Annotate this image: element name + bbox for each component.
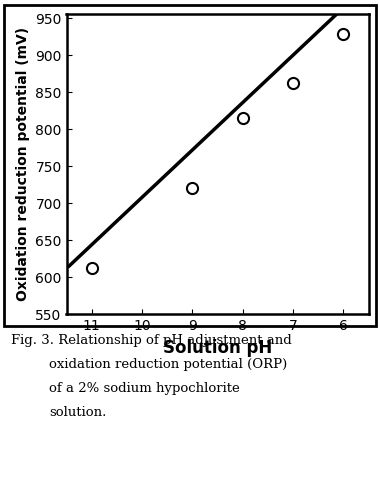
Point [189,185,195,192]
Point [340,31,347,38]
Text: Fig. 3. Relationship of pH adjustment and: Fig. 3. Relationship of pH adjustment an… [11,334,292,347]
Point [89,264,95,272]
Text: of a 2% sodium hypochlorite: of a 2% sodium hypochlorite [49,382,240,395]
Text: oxidation reduction potential (ORP): oxidation reduction potential (ORP) [49,358,288,371]
Point [240,114,246,122]
X-axis label: Solution pH: Solution pH [163,339,272,357]
Text: solution.: solution. [49,406,107,419]
Y-axis label: Oxidation reduction potential (mV): Oxidation reduction potential (mV) [16,27,30,301]
Point [290,79,296,86]
